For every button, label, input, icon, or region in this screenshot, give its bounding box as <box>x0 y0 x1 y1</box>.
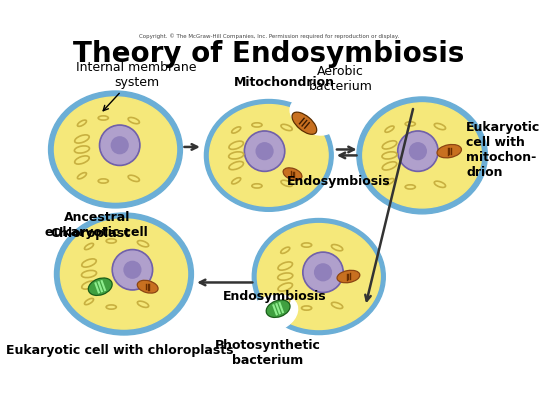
Ellipse shape <box>139 282 157 292</box>
Ellipse shape <box>55 213 193 335</box>
Ellipse shape <box>89 279 111 294</box>
Ellipse shape <box>210 105 328 207</box>
Ellipse shape <box>315 264 331 281</box>
Text: Chloroplast: Chloroplast <box>50 226 130 239</box>
Text: Ancestral
eukaryotic cell: Ancestral eukaryotic cell <box>46 211 148 239</box>
Text: Aerobic
bacterium: Aerobic bacterium <box>309 65 373 93</box>
Ellipse shape <box>257 224 380 330</box>
Text: Endosymbiosis: Endosymbiosis <box>223 289 326 302</box>
Text: Photosynthetic
bacterium: Photosynthetic bacterium <box>215 338 321 366</box>
Ellipse shape <box>363 104 481 209</box>
Ellipse shape <box>285 170 301 179</box>
Ellipse shape <box>88 278 112 296</box>
Ellipse shape <box>252 219 385 335</box>
Ellipse shape <box>111 138 128 154</box>
Ellipse shape <box>55 98 177 202</box>
Ellipse shape <box>112 250 153 290</box>
Ellipse shape <box>292 113 317 135</box>
Ellipse shape <box>99 126 140 166</box>
Ellipse shape <box>399 133 436 171</box>
Ellipse shape <box>398 132 438 172</box>
Ellipse shape <box>290 99 335 136</box>
Text: Copyright. © The McGraw-Hill Companies, Inc. Permission required for reproductio: Copyright. © The McGraw-Hill Companies, … <box>139 34 399 39</box>
Text: Internal membrane
system: Internal membrane system <box>76 61 197 111</box>
Ellipse shape <box>204 100 333 212</box>
Ellipse shape <box>283 168 302 181</box>
Ellipse shape <box>268 302 289 316</box>
Ellipse shape <box>124 262 141 279</box>
Ellipse shape <box>137 281 158 293</box>
Ellipse shape <box>49 92 183 209</box>
Ellipse shape <box>266 301 290 318</box>
Ellipse shape <box>305 254 341 291</box>
Ellipse shape <box>337 271 360 283</box>
Ellipse shape <box>410 143 426 160</box>
Text: Theory of Endosymbiosis: Theory of Endosymbiosis <box>73 40 464 68</box>
Ellipse shape <box>302 252 343 293</box>
Text: Eukaryotic
cell with
mitochon-
drion: Eukaryotic cell with mitochon- drion <box>466 120 540 178</box>
Ellipse shape <box>244 132 285 172</box>
Ellipse shape <box>357 98 487 214</box>
Ellipse shape <box>246 133 283 171</box>
Text: Mitochondrion: Mitochondrion <box>234 75 334 88</box>
Ellipse shape <box>101 127 138 164</box>
Ellipse shape <box>114 252 151 289</box>
Ellipse shape <box>338 272 358 282</box>
Ellipse shape <box>60 220 188 329</box>
Text: Eukaryotic cell with chloroplasts: Eukaryotic cell with chloroplasts <box>6 343 234 356</box>
Text: Endosymbiosis: Endosymbiosis <box>287 175 390 188</box>
Ellipse shape <box>256 143 273 160</box>
Ellipse shape <box>293 114 315 134</box>
Ellipse shape <box>438 147 460 157</box>
Ellipse shape <box>437 145 461 158</box>
Ellipse shape <box>247 295 298 333</box>
